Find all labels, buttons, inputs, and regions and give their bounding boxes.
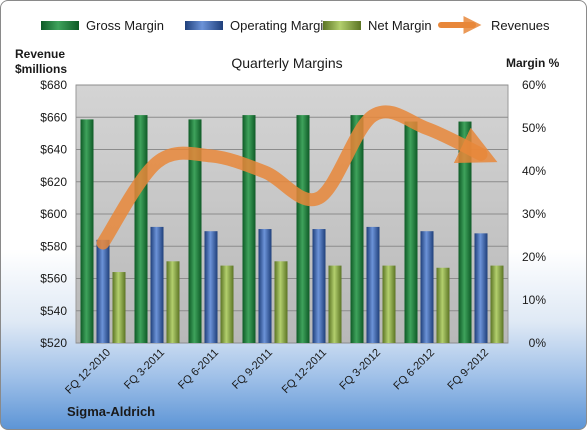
x-axis: FQ 12-2010 FQ 3-2011 FQ 6-2011 FQ 9-2011 FQ … bbox=[63, 347, 491, 397]
left-tick-label: $620 bbox=[40, 175, 67, 189]
x-tick-label: FQ 6-2012 bbox=[391, 347, 437, 393]
left-tick-label: $640 bbox=[40, 143, 67, 157]
legend: Gross Margin Operating Margin Net Margin… bbox=[41, 16, 550, 34]
operating-margin-bar bbox=[258, 229, 272, 343]
x-tick-label: FQ 9-2012 bbox=[445, 347, 491, 393]
right-axis: 60% 50% 40% 30% 20% 10% 0% bbox=[522, 78, 546, 350]
left-tick-label: $680 bbox=[40, 78, 67, 92]
gross-margin-bar bbox=[296, 115, 310, 343]
legend-label-operating-margin: Operating Margin bbox=[230, 18, 330, 33]
left-tick-label: $600 bbox=[40, 207, 67, 221]
operating-margin-bar bbox=[420, 231, 434, 343]
net-margin-bar bbox=[220, 265, 234, 343]
gross-margin-bar bbox=[458, 121, 472, 343]
gross-margin-bar bbox=[242, 115, 256, 343]
gross-margin-bar bbox=[350, 115, 364, 343]
net-margin-bar bbox=[274, 261, 288, 343]
net-margin-bar bbox=[436, 267, 450, 343]
net-margin-bar bbox=[328, 265, 342, 343]
x-tick-label: FQ 12-2011 bbox=[280, 347, 329, 396]
right-tick-label: 20% bbox=[522, 250, 546, 264]
operating-margin-bar bbox=[312, 229, 326, 343]
x-tick-label: FQ 6-2011 bbox=[176, 347, 221, 392]
left-tick-label: $520 bbox=[40, 336, 67, 350]
right-tick-label: 60% bbox=[522, 78, 546, 92]
chart-title: Quarterly Margins bbox=[231, 55, 342, 71]
legend-label-gross-margin: Gross Margin bbox=[86, 18, 164, 33]
company-label: Sigma-Aldrich bbox=[67, 404, 155, 419]
x-tick-label: FQ 9-2011 bbox=[230, 347, 275, 392]
operating-margin-bar bbox=[204, 231, 218, 343]
right-tick-label: 10% bbox=[522, 293, 546, 307]
net-margin-bar bbox=[490, 265, 504, 343]
x-tick-label: FQ 3-2012 bbox=[337, 347, 383, 393]
left-tick-label: $660 bbox=[40, 110, 67, 124]
gross-margin-bar bbox=[188, 119, 202, 344]
right-tick-label: 40% bbox=[522, 164, 546, 178]
bar-series bbox=[80, 115, 504, 344]
left-axis: $680 $660 $640 $620 $600 $580 $560 $540 $520 bbox=[40, 78, 67, 350]
left-axis-title-line1: Revenue bbox=[15, 47, 65, 61]
right-tick-label: 30% bbox=[522, 207, 546, 221]
gross-margin-bar bbox=[404, 121, 418, 343]
net-margin-bar bbox=[382, 265, 396, 343]
legend-swatch-net-margin bbox=[323, 21, 361, 30]
right-tick-label: 50% bbox=[522, 121, 546, 135]
right-axis-title: Margin % bbox=[506, 56, 560, 70]
left-tick-label: $580 bbox=[40, 239, 67, 253]
legend-label-revenues: Revenues bbox=[491, 18, 550, 33]
net-margin-bar bbox=[112, 272, 126, 343]
left-tick-label: $540 bbox=[40, 304, 67, 318]
revenues-series-line bbox=[96, 105, 498, 250]
legend-swatch-operating-margin bbox=[185, 21, 223, 30]
operating-margin-bar bbox=[366, 226, 380, 343]
right-tick-label: 0% bbox=[529, 336, 547, 350]
x-tick-label: FQ 12-2010 bbox=[63, 347, 113, 397]
legend-label-net-margin: Net Margin bbox=[368, 18, 432, 33]
gridlines bbox=[76, 84, 508, 344]
legend-swatch-gross-margin bbox=[41, 21, 79, 30]
net-margin-bar bbox=[166, 261, 180, 343]
left-tick-label: $560 bbox=[40, 272, 67, 286]
revenue-line bbox=[96, 105, 498, 250]
operating-margin-bar bbox=[150, 226, 164, 343]
left-axis-title-line2: $millions bbox=[15, 62, 67, 76]
gross-margin-bar bbox=[134, 115, 148, 343]
x-tick-label: FQ 3-2011 bbox=[122, 347, 167, 392]
operating-margin-bar bbox=[474, 233, 488, 343]
gross-margin-bar bbox=[80, 119, 94, 344]
operating-margin-bar bbox=[96, 239, 110, 343]
